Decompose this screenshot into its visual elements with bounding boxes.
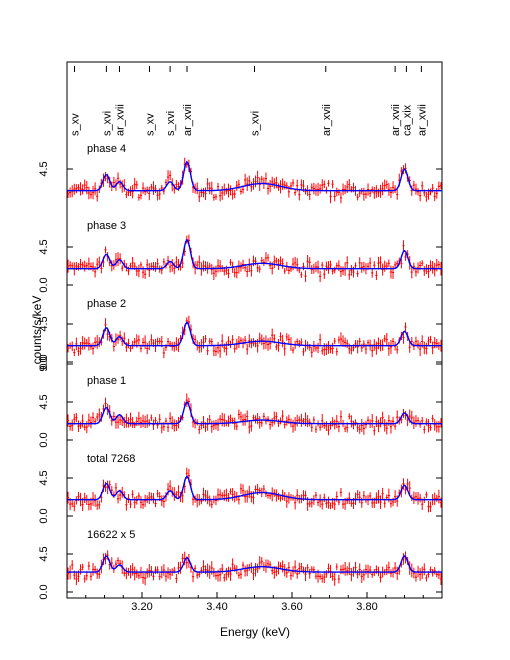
line-label: ar_xvii xyxy=(115,104,127,136)
y-tick-label: 9.0 xyxy=(38,356,50,371)
model-curve xyxy=(67,238,442,270)
line-label: ar_xvii xyxy=(416,104,428,136)
model-curve xyxy=(67,160,442,192)
y-tick-label: 4.5 xyxy=(38,470,50,485)
x-axis-label: Energy (keV) xyxy=(220,625,290,639)
line-label: ca_xix xyxy=(401,104,413,136)
y-axis-label: counts/s/keV xyxy=(30,296,44,365)
model-curve xyxy=(67,401,442,425)
model-curve xyxy=(67,475,442,501)
y-tick-label: 0.0 xyxy=(38,277,50,292)
line-label: s_xvi xyxy=(165,111,177,136)
y-tick-label: 4.5 xyxy=(38,394,50,409)
spectrum-panel: 0.0 4.5 phase 3 xyxy=(38,220,443,293)
y-tick-label: 4.5 xyxy=(38,316,50,331)
spectrum-panel: 0.0 4.5 phase 2 xyxy=(38,298,443,370)
panel-label: phase 1 xyxy=(87,375,126,387)
line-label: ar_xvii xyxy=(321,104,333,136)
y-tick-label: 0.0 xyxy=(38,584,50,599)
line-labels: s_xv s_xvi ar_xvii s_xv s_xvi ar_xvii s_xvi ar_… xyxy=(70,66,428,136)
x-tick-label: 3.80 xyxy=(356,601,377,613)
data-points xyxy=(66,467,443,513)
x-tick-label: 3.60 xyxy=(281,601,302,613)
model-curve xyxy=(67,321,442,347)
spectrum-panel: 0.0 4.5 total 7268 xyxy=(38,453,443,524)
spectrum-panel: 0.0 4.5 16622 x 5 xyxy=(38,529,443,600)
line-label: s_xvi xyxy=(250,111,262,136)
y-tick-label: 4.5 xyxy=(38,239,50,254)
line-label: s_xv xyxy=(70,113,82,136)
panel-label: phase 4 xyxy=(87,143,126,155)
y-tick-label: 0.0 xyxy=(38,508,50,523)
line-label: ar_xvii xyxy=(390,104,402,136)
panel-label: phase 2 xyxy=(87,298,126,310)
spectrum-panel: 0.0 4.5 9.0 phase 1 xyxy=(38,356,443,448)
data-points xyxy=(66,550,443,586)
spectrum-panel: 4.5 phase 4 xyxy=(38,143,443,204)
line-label: s_xv xyxy=(145,113,157,136)
panel-label: total 7268 xyxy=(87,453,135,465)
y-tick-label: 0.0 xyxy=(38,354,50,369)
y-tick-label: 0.0 xyxy=(38,432,50,447)
data-points xyxy=(66,234,443,283)
data-points xyxy=(66,315,443,359)
x-axis: 3.20 3.40 3.60 3.80 xyxy=(85,592,443,613)
panel-label: phase 3 xyxy=(87,220,126,232)
panel-stack: 4.5 phase 4 0.0 4.5 phase 3 0.0 4.5 phase 2 0.0 4… xyxy=(38,143,443,600)
x-tick-label: 3.40 xyxy=(206,601,227,613)
y-tick-label: 4.5 xyxy=(38,546,50,561)
line-label: ar_xvii xyxy=(182,104,194,136)
line-label: s_xvi xyxy=(101,111,113,136)
model-curve xyxy=(67,554,442,573)
panel-label: 16622 x 5 xyxy=(87,529,135,541)
data-points xyxy=(66,157,443,204)
y-tick-label: 4.5 xyxy=(38,161,50,176)
x-tick-label: 3.20 xyxy=(131,601,152,613)
data-points xyxy=(66,393,443,436)
